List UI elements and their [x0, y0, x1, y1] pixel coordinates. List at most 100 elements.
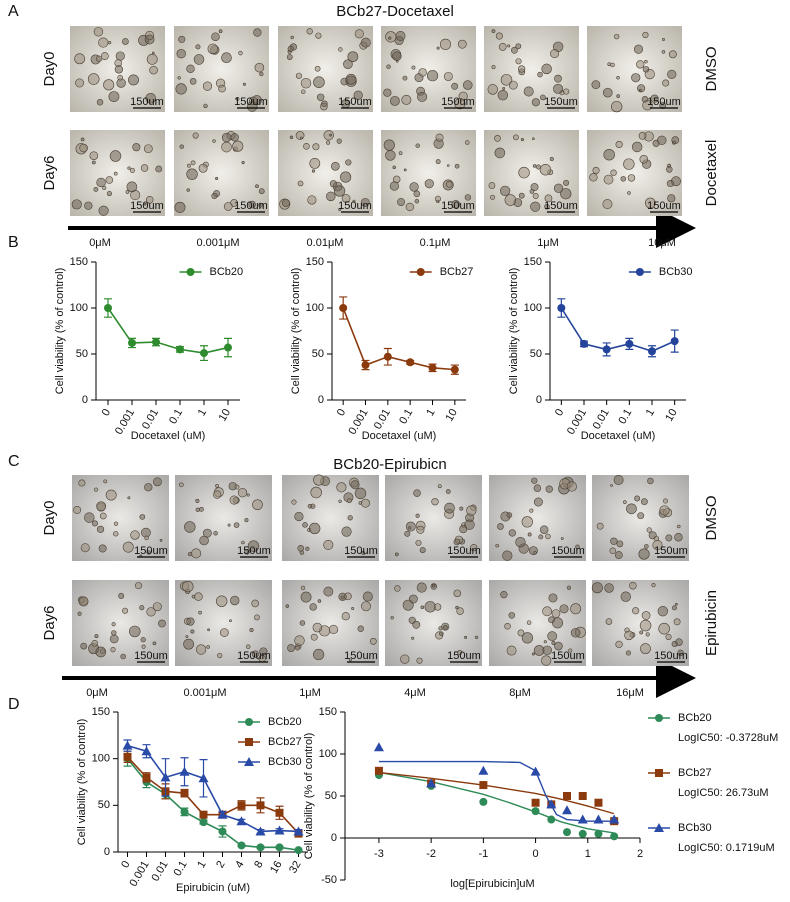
cell	[95, 646, 107, 658]
data-point	[237, 801, 246, 810]
cell	[511, 46, 518, 54]
y-tick-label: 50	[76, 348, 88, 360]
x-tick-label: 0.01	[372, 407, 393, 432]
cell	[254, 62, 265, 73]
cell	[551, 641, 556, 645]
cell	[198, 610, 202, 615]
figure-title: BCb20-Epirubicn	[333, 456, 446, 473]
cell	[233, 522, 240, 528]
y-tick-label: 150	[70, 256, 88, 268]
cell	[538, 534, 544, 540]
cell	[533, 497, 543, 507]
dose-label: 8μM	[509, 687, 531, 699]
cell	[316, 93, 325, 101]
y-axis-label: Cell viability (% of control)	[303, 733, 315, 860]
cell	[149, 65, 158, 75]
y-tick-label: -50	[321, 874, 337, 886]
cell	[117, 74, 123, 81]
series-line	[342, 307, 455, 371]
cell	[152, 477, 162, 487]
cell	[89, 151, 99, 160]
legend-marker	[655, 714, 663, 722]
cell	[310, 486, 322, 499]
scale-bar-label: 150um	[344, 650, 378, 662]
cell	[362, 591, 373, 602]
cell	[183, 638, 195, 650]
cell	[241, 161, 245, 165]
cell	[512, 134, 519, 141]
cell	[313, 474, 325, 486]
cell	[238, 50, 243, 56]
cell	[338, 47, 343, 52]
legend-marker	[416, 268, 425, 276]
dose-label: 0.01μM	[307, 237, 344, 249]
series-line	[560, 307, 675, 353]
data-point	[373, 742, 384, 752]
data-point	[293, 826, 304, 836]
legend-label: BCb27	[678, 767, 712, 779]
cell	[431, 583, 436, 588]
cell	[159, 539, 163, 542]
cell	[122, 38, 129, 45]
cell	[454, 98, 466, 110]
cell	[84, 512, 95, 523]
cell	[394, 585, 401, 592]
cell	[665, 534, 673, 542]
data-point	[594, 829, 603, 838]
data-point	[198, 773, 209, 783]
cell	[611, 100, 623, 113]
cell	[186, 64, 195, 74]
cell	[140, 637, 146, 643]
legend-label: BCb20	[210, 266, 244, 278]
cell	[195, 498, 200, 503]
cell	[96, 501, 107, 512]
cell	[620, 176, 627, 182]
cell	[146, 550, 151, 555]
cell	[490, 194, 496, 200]
cell	[411, 65, 416, 70]
cell	[626, 503, 637, 515]
cell	[445, 181, 453, 188]
cell	[603, 174, 614, 185]
cell	[413, 489, 421, 497]
cell	[530, 183, 539, 192]
series-line	[126, 758, 299, 851]
y-tick-label: 0	[331, 832, 337, 844]
cell	[152, 641, 157, 646]
cell	[336, 482, 347, 493]
cell	[563, 179, 570, 186]
cell	[545, 485, 553, 493]
cell	[361, 601, 371, 612]
cell	[607, 62, 612, 67]
cell	[647, 477, 654, 485]
scale-bar-label: 150um	[441, 200, 475, 212]
cell	[544, 194, 553, 203]
cell	[451, 82, 459, 90]
cell	[109, 150, 122, 162]
cell	[640, 643, 651, 655]
cell	[596, 522, 604, 530]
cell	[459, 506, 464, 511]
cell	[187, 163, 191, 168]
cell	[385, 150, 396, 161]
cell	[395, 31, 406, 41]
data-point	[374, 766, 383, 775]
cell	[636, 60, 645, 69]
x-tick-label: 0.01	[591, 407, 612, 432]
cell	[211, 32, 220, 41]
scale-bar-label: 150um	[237, 650, 271, 662]
scale-bar-label: 150um	[551, 545, 585, 557]
cell	[390, 616, 394, 620]
cell	[457, 39, 467, 49]
cell	[616, 540, 624, 548]
cell	[242, 82, 246, 86]
y-axis-label: Cell viability (% of control)	[76, 719, 88, 846]
cell	[470, 544, 478, 552]
y-axis-label: Cell viability (% of control)	[290, 268, 302, 395]
data-point	[602, 345, 611, 354]
cell	[178, 35, 186, 43]
x-axis-label: Docetaxel (uM)	[131, 430, 206, 442]
cell	[347, 51, 359, 63]
cell	[352, 199, 356, 203]
data-point	[625, 339, 634, 348]
